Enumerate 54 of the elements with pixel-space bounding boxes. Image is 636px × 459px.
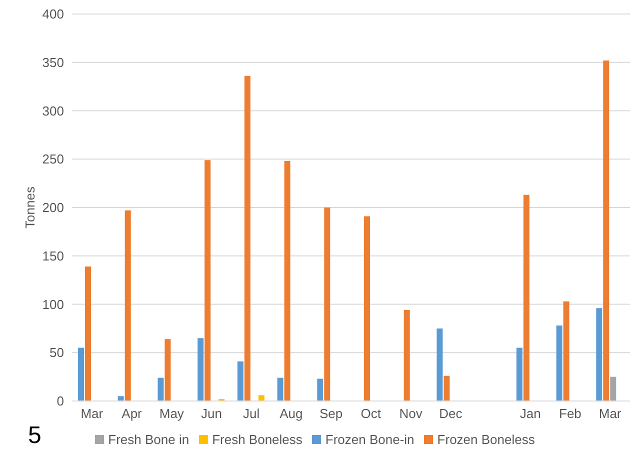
bar xyxy=(324,208,330,401)
legend-label: Fresh Bone in xyxy=(108,432,190,447)
bar xyxy=(317,378,324,401)
x-tick-label: Feb xyxy=(559,406,582,422)
legend-label: Fresh Boneless xyxy=(212,432,302,447)
x-tick-label: Sep xyxy=(320,406,343,422)
bar xyxy=(603,60,610,401)
x-tick-label: Mar xyxy=(598,406,622,422)
bar xyxy=(563,301,570,401)
y-tick-label: 50 xyxy=(50,345,64,360)
bar xyxy=(118,396,124,401)
x-tick-label: Dec xyxy=(439,406,463,422)
bar xyxy=(556,326,562,401)
bar xyxy=(198,338,204,401)
bar xyxy=(158,378,164,401)
bar xyxy=(258,395,264,401)
x-tick-label: Apr xyxy=(122,406,143,422)
y-tick-label: 200 xyxy=(42,200,64,216)
bar xyxy=(364,216,370,401)
bar xyxy=(523,194,530,401)
y-tick-label: 0 xyxy=(56,394,64,409)
y-axis-title: Tonnes xyxy=(22,186,38,228)
bar xyxy=(244,76,250,401)
y-tick-label: 400 xyxy=(42,6,64,22)
y-tick-label: 150 xyxy=(42,248,64,264)
bar xyxy=(404,310,410,401)
x-tick-label: Mar xyxy=(80,406,104,422)
bar xyxy=(78,348,84,401)
bar xyxy=(596,308,602,401)
y-tick-label: 100 xyxy=(42,296,64,312)
x-tick-label: Oct xyxy=(360,406,382,422)
bar xyxy=(85,266,91,401)
x-tick-label: May xyxy=(159,406,184,422)
bar xyxy=(164,339,171,401)
text: 5 xyxy=(28,422,42,450)
bar xyxy=(610,376,616,401)
bar xyxy=(436,328,443,401)
bar xyxy=(237,361,244,401)
bar xyxy=(284,161,290,401)
bar xyxy=(204,160,211,401)
x-tick-label: Jun xyxy=(201,406,222,422)
x-tick-label: Nov xyxy=(399,406,423,422)
bar xyxy=(124,210,131,401)
y-tick-label: 350 xyxy=(42,54,64,70)
y-tick-label: 300 xyxy=(42,103,64,118)
bar xyxy=(277,378,284,401)
bar xyxy=(444,376,450,401)
x-tick-label: Jul xyxy=(243,406,260,422)
bar xyxy=(516,348,522,401)
x-tick-label: Jan xyxy=(520,406,541,422)
y-tick-label: 250 xyxy=(42,152,64,167)
legend-label: Frozen Boneless xyxy=(437,432,535,447)
x-tick-label: Aug xyxy=(280,406,303,422)
legend-label: Frozen Bone-in xyxy=(325,432,414,447)
